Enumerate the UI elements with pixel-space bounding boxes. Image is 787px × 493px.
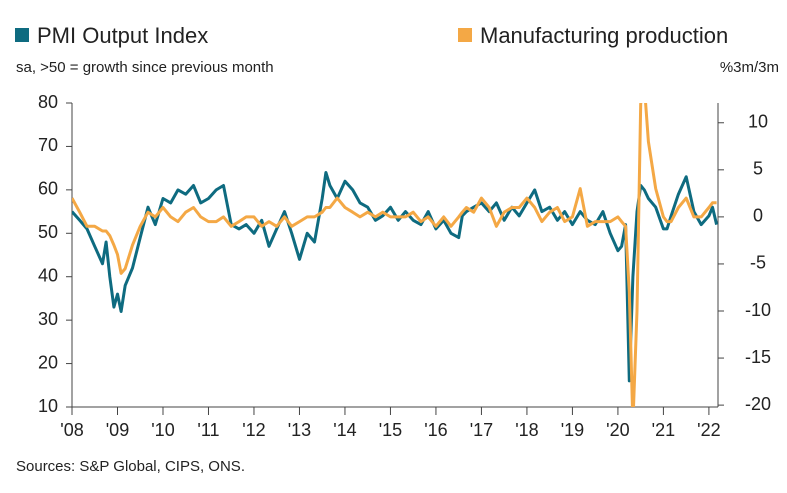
x-tick-label: '21 <box>652 420 675 440</box>
y-tick-label: 60 <box>38 179 58 199</box>
x-tick-label: '10 <box>151 420 174 440</box>
y2-tick-label: 10 <box>748 112 768 132</box>
x-tick-label: '14 <box>333 420 356 440</box>
x-tick-label: '12 <box>242 420 265 440</box>
y2-tick-label: -10 <box>745 300 771 320</box>
x-tick-label: '09 <box>106 420 129 440</box>
y-tick-label: 70 <box>38 135 58 155</box>
series-line <box>72 171 718 383</box>
x-tick-label: '11 <box>197 420 219 440</box>
subtitle: sa, >50 = growth since previous month <box>16 59 274 76</box>
x-tick-label: '15 <box>379 420 402 440</box>
y2-tick-label: 0 <box>753 206 763 226</box>
y-tick-label: 30 <box>38 309 58 329</box>
y2-tick-label: 5 <box>753 159 763 179</box>
y2-tick-label: -20 <box>745 394 771 414</box>
x-tick-label: '18 <box>515 420 538 440</box>
x-tick-label: '19 <box>561 420 584 440</box>
legend-swatch <box>458 28 472 42</box>
y-tick-label: 80 <box>38 92 58 112</box>
plot-area <box>72 103 718 407</box>
y2-tick-label: -5 <box>750 253 766 273</box>
y2-axis-label: %3m/3m <box>720 59 779 76</box>
x-tick-label: '22 <box>697 420 720 440</box>
legend-swatch <box>15 28 29 42</box>
y-tick-label: 40 <box>38 265 58 285</box>
x-tick-label: '20 <box>606 420 629 440</box>
y-tick-label: 20 <box>38 352 58 372</box>
x-tick-label: '16 <box>424 420 447 440</box>
source: Sources: S&P Global, CIPS, ONS. <box>16 458 245 475</box>
x-tick-label: '08 <box>60 420 83 440</box>
x-tick-label: '13 <box>288 420 311 440</box>
legend-label: PMI Output Index <box>37 23 208 48</box>
y-tick-label: 50 <box>38 222 58 242</box>
x-tick-label: '17 <box>470 420 493 440</box>
series-line <box>72 103 717 407</box>
y2-tick-label: -15 <box>745 347 771 367</box>
y-tick-label: 10 <box>38 396 58 416</box>
legend-label: Manufacturing production <box>480 23 728 48</box>
